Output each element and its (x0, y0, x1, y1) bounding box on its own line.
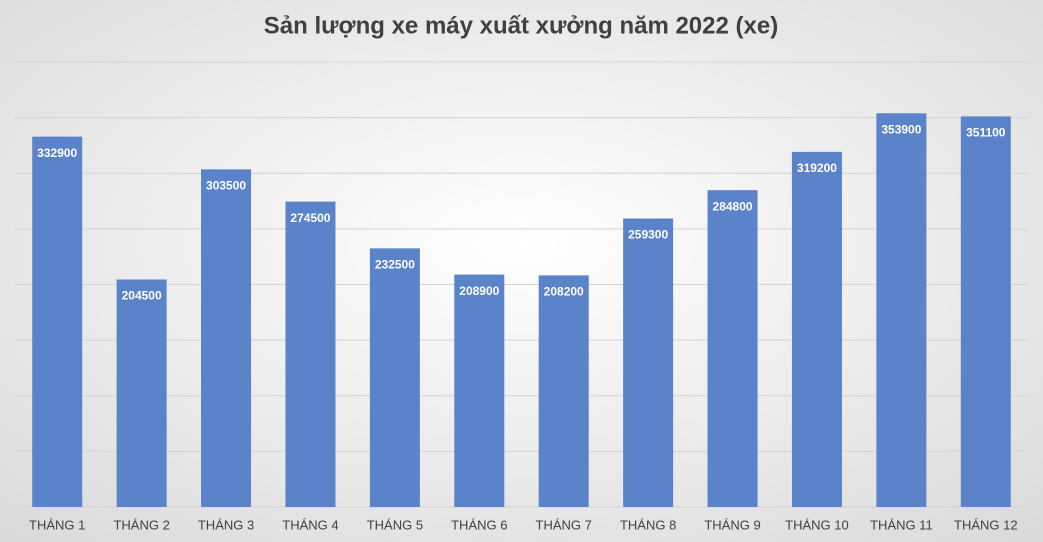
x-tick-label: THÁNG 7 (536, 517, 592, 532)
bar (32, 136, 83, 507)
bar (791, 151, 842, 507)
bar (285, 201, 336, 507)
bar (116, 279, 167, 507)
x-tick-label: THÁNG 5 (367, 517, 423, 532)
chart-title: Sản lượng xe máy xuất xưởng năm 2022 (xe… (264, 12, 778, 39)
data-label: 303500 (206, 179, 246, 193)
x-tick-label: THÁNG 8 (620, 517, 676, 532)
data-label: 353900 (881, 122, 921, 136)
x-tick-label: THÁNG 9 (704, 517, 760, 532)
bar (538, 275, 589, 507)
x-tick-label: THÁNG 3 (198, 517, 254, 532)
data-label: 351100 (966, 126, 1006, 140)
data-label: 232500 (375, 258, 415, 272)
bar (623, 218, 674, 507)
data-label: 208200 (544, 285, 584, 299)
data-label: 332900 (37, 146, 77, 160)
x-tick-label: THÁNG 1 (29, 517, 85, 532)
bar (369, 248, 420, 507)
bar (454, 274, 505, 507)
data-label: 204500 (122, 289, 162, 303)
x-tick-label: THÁNG 11 (870, 517, 933, 532)
bar (876, 113, 927, 507)
x-tick-label: THÁNG 6 (451, 517, 507, 532)
data-label: 259300 (628, 228, 668, 242)
data-label: 274500 (290, 211, 330, 225)
data-label: 284800 (713, 199, 753, 213)
x-tick-label: THÁNG 2 (113, 517, 169, 532)
bar (201, 169, 252, 507)
x-tick-label: THÁNG 10 (785, 517, 849, 532)
data-label: 319200 (797, 161, 837, 175)
x-tick-label: THÁNG 4 (282, 517, 338, 532)
x-tick-label: THÁNG 12 (954, 517, 1018, 532)
data-label: 208900 (459, 284, 499, 298)
bar (960, 116, 1011, 508)
bar (707, 190, 758, 507)
